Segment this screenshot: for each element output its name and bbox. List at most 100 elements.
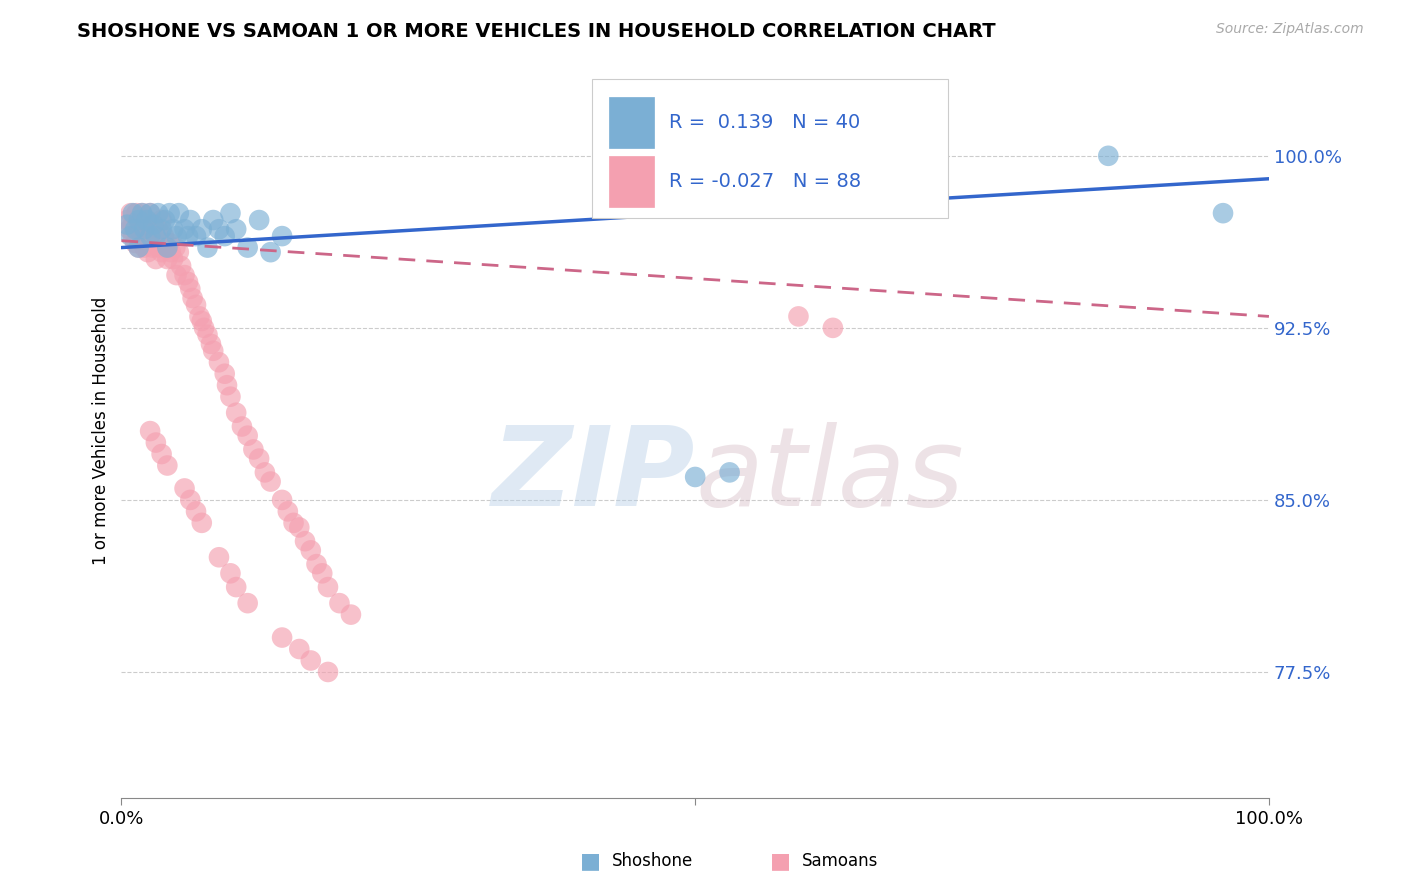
- Point: [299, 653, 322, 667]
- Point: [242, 442, 264, 457]
- Point: [136, 245, 159, 260]
- Point: [787, 310, 810, 324]
- Point: [277, 504, 299, 518]
- Point: [208, 355, 231, 369]
- Point: [159, 235, 181, 250]
- Point: [165, 241, 187, 255]
- Point: [159, 245, 181, 260]
- Point: [197, 327, 219, 342]
- Point: [184, 504, 207, 518]
- Point: [139, 229, 162, 244]
- Point: [159, 206, 181, 220]
- Point: [115, 218, 138, 232]
- Point: [215, 378, 238, 392]
- Point: [191, 314, 214, 328]
- Text: atlas: atlas: [695, 422, 963, 529]
- Point: [202, 343, 225, 358]
- Point: [134, 241, 156, 255]
- Point: [173, 268, 195, 282]
- Point: [124, 222, 146, 236]
- Point: [214, 367, 236, 381]
- Point: [124, 235, 146, 250]
- Point: [167, 245, 190, 260]
- Point: [142, 218, 165, 232]
- Point: [166, 268, 188, 282]
- Point: [145, 229, 167, 244]
- Point: [197, 241, 219, 255]
- FancyBboxPatch shape: [592, 78, 948, 219]
- Text: Shoshone: Shoshone: [612, 852, 693, 870]
- Text: Source: ZipAtlas.com: Source: ZipAtlas.com: [1216, 22, 1364, 37]
- Point: [145, 252, 167, 266]
- Point: [225, 580, 247, 594]
- Point: [139, 424, 162, 438]
- Point: [153, 229, 176, 244]
- Point: [156, 458, 179, 473]
- Point: [122, 206, 145, 220]
- Point: [177, 275, 200, 289]
- Point: [122, 218, 145, 232]
- Point: [328, 596, 350, 610]
- Point: [150, 222, 173, 236]
- Point: [128, 222, 150, 236]
- Point: [156, 252, 179, 266]
- Text: SHOSHONE VS SAMOAN 1 OR MORE VEHICLES IN HOUSEHOLD CORRELATION CHART: SHOSHONE VS SAMOAN 1 OR MORE VEHICLES IN…: [77, 22, 995, 41]
- FancyBboxPatch shape: [609, 97, 654, 148]
- Point: [271, 492, 294, 507]
- Point: [236, 241, 259, 255]
- Point: [181, 291, 204, 305]
- Point: [299, 543, 322, 558]
- Text: R =  0.139   N = 40: R = 0.139 N = 40: [669, 113, 860, 132]
- Point: [153, 241, 176, 255]
- Point: [340, 607, 363, 622]
- FancyBboxPatch shape: [609, 156, 654, 207]
- Point: [122, 229, 145, 244]
- Point: [167, 206, 190, 220]
- Point: [184, 229, 207, 244]
- Point: [247, 213, 270, 227]
- Text: ZIP: ZIP: [492, 422, 695, 529]
- Point: [125, 206, 148, 220]
- Point: [294, 534, 316, 549]
- Point: [191, 516, 214, 530]
- Point: [718, 466, 741, 480]
- Point: [200, 337, 222, 351]
- Point: [821, 321, 844, 335]
- Point: [683, 470, 706, 484]
- Text: ■: ■: [581, 851, 600, 871]
- Point: [316, 665, 339, 679]
- Point: [173, 222, 195, 236]
- Point: [177, 229, 200, 244]
- Point: [236, 428, 259, 442]
- Point: [214, 229, 236, 244]
- Point: [145, 229, 167, 244]
- Point: [153, 213, 176, 227]
- Point: [162, 222, 184, 236]
- Point: [128, 241, 150, 255]
- Point: [134, 218, 156, 232]
- Point: [120, 206, 142, 220]
- Point: [134, 222, 156, 236]
- Point: [150, 213, 173, 227]
- Point: [129, 213, 152, 227]
- Point: [139, 222, 162, 236]
- Point: [145, 435, 167, 450]
- Point: [1097, 149, 1119, 163]
- Point: [202, 213, 225, 227]
- Text: R = -0.027   N = 88: R = -0.027 N = 88: [669, 172, 860, 191]
- Point: [179, 282, 201, 296]
- Point: [191, 222, 214, 236]
- Point: [135, 213, 157, 227]
- Point: [150, 245, 173, 260]
- Point: [208, 550, 231, 565]
- Point: [128, 241, 150, 255]
- Point: [316, 580, 339, 594]
- Point: [236, 596, 259, 610]
- Point: [139, 206, 162, 220]
- Point: [188, 310, 211, 324]
- Text: ■: ■: [770, 851, 790, 871]
- Point: [135, 213, 157, 227]
- Point: [156, 241, 179, 255]
- Point: [247, 451, 270, 466]
- Point: [288, 642, 311, 657]
